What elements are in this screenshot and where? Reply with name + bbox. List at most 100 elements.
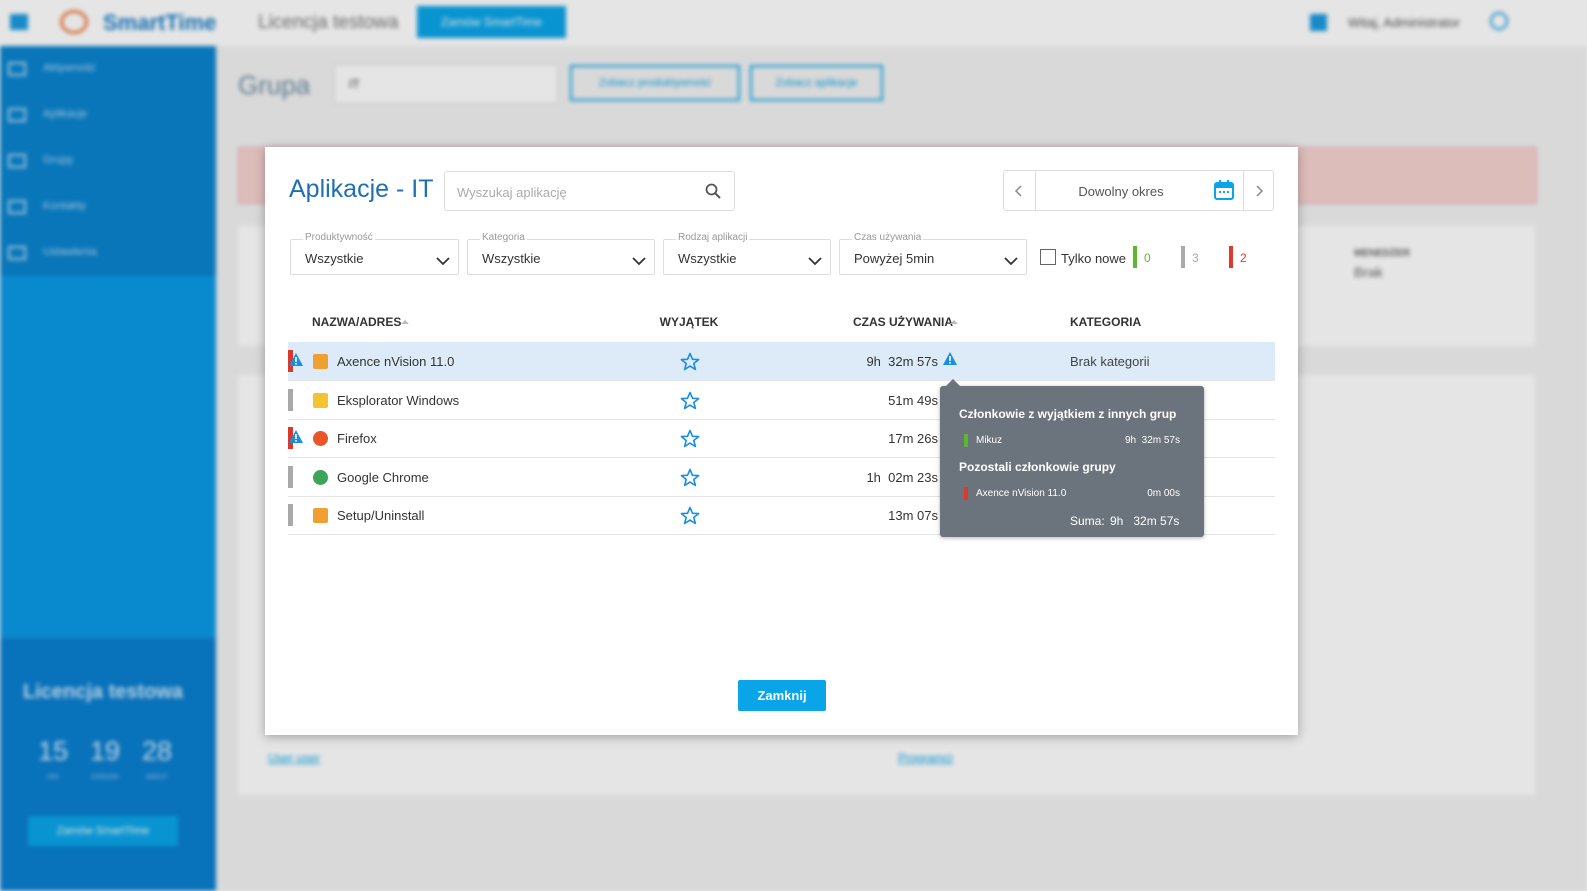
- menu-icon: [10, 14, 28, 30]
- filter-label: Rodzaj aplikacji: [676, 232, 750, 243]
- link[interactable]: User user: [268, 751, 321, 765]
- group-bar: Grupa IT Zobacz produktywność Zobacz apl…: [216, 46, 1587, 126]
- nav-item[interactable]: Aplikacje: [43, 108, 88, 120]
- usage-time: 51m 49s: [888, 392, 938, 408]
- warning-icon-shape: [289, 353, 303, 366]
- filter-label: Produktywność: [303, 232, 375, 243]
- row-marker: [288, 427, 293, 450]
- nav-icon: [8, 154, 26, 168]
- countdown-value: 19: [89, 736, 121, 766]
- modal: Aplikacje - IT Wyszukaj aplikację Dowoln…: [265, 147, 1298, 735]
- app-name: Firefox: [337, 431, 377, 447]
- order-button[interactable]: Zamów SmartTime: [28, 816, 178, 846]
- row-marker: [288, 465, 293, 488]
- link[interactable]: Programci: [898, 751, 953, 765]
- filter-select[interactable]: Produktywność Wszystkie: [290, 232, 459, 275]
- apps-button[interactable]: Zobacz aplikacje: [750, 65, 883, 101]
- table-row[interactable]: Axence nVision 11.0 9h 32m 57s Brak katego…: [288, 342, 1275, 381]
- sort-icon: [401, 320, 409, 324]
- app-icon: [313, 469, 328, 485]
- exception-star[interactable]: [680, 391, 700, 415]
- filter-label: Kategoria: [480, 232, 527, 243]
- count-value: 2: [1240, 251, 1247, 265]
- category: Brak kategorii: [1070, 354, 1150, 369]
- search-placeholder: Wyszukaj aplikację: [457, 185, 567, 200]
- dropdown-arrow-shape: [632, 257, 646, 266]
- usage-time: 9h 32m 57s: [866, 354, 938, 369]
- filter-select[interactable]: Rodzaj aplikacji Wszystkie: [663, 232, 831, 275]
- app-icon: [313, 508, 328, 524]
- group-label: Grupa: [238, 70, 311, 100]
- column-header[interactable]: WYJĄTEK: [659, 315, 719, 329]
- count-bar: [1181, 246, 1185, 268]
- app-name: Eksplorator Windows: [337, 392, 460, 408]
- divider: [1243, 171, 1244, 210]
- member-time: 9h 32m 57s: [1124, 435, 1180, 446]
- productivity-button[interactable]: Zobacz produktywność: [570, 65, 740, 101]
- tooltip: Członkowie z wyjątkiem z innych grup Poz…: [940, 379, 1204, 537]
- nav-icon: [8, 108, 26, 122]
- search-icon: [705, 183, 721, 199]
- count-value: 0: [1144, 251, 1151, 265]
- nav-item[interactable]: Ustawienia: [43, 246, 97, 258]
- column-header[interactable]: CZAS UŻYWANIA: [853, 315, 953, 329]
- tooltip-sum-value: 9h 32m 57s: [1110, 514, 1180, 528]
- order-button[interactable]: Zamów SmartTime: [417, 6, 566, 38]
- app-icon: [313, 354, 328, 369]
- count-bar: [1229, 246, 1233, 268]
- time-warning-icon[interactable]: [942, 351, 958, 372]
- dropdown-arrow-shape: [1004, 257, 1018, 266]
- nav-item[interactable]: Aktywność: [43, 62, 96, 74]
- manager-label: MENEDŻER: [1354, 248, 1411, 259]
- dropdown-arrow: [808, 253, 822, 271]
- exception-star-shape: [680, 391, 700, 409]
- next-arrow[interactable]: [1254, 185, 1264, 197]
- prev-arrow[interactable]: [1014, 185, 1024, 197]
- filter-value: Powyżej 5min: [854, 251, 935, 266]
- exception-star[interactable]: [680, 506, 700, 530]
- exception-star-shape: [680, 507, 700, 525]
- license-label: Licencja testowa: [258, 12, 399, 33]
- group-select[interactable]: IT: [334, 64, 558, 104]
- tooltip-heading: Pozostali członkowie grupy: [959, 460, 1116, 474]
- usage-time: 13m 07s: [888, 508, 938, 524]
- filter-select[interactable]: Czas używania Powyżej 5min: [839, 232, 1027, 275]
- close-button[interactable]: Zamknij: [738, 680, 826, 711]
- search-box[interactable]: Wyszukaj aplikację: [444, 171, 735, 211]
- column-header[interactable]: NAZWA/ADRES: [312, 315, 402, 329]
- row-marker: [288, 350, 293, 372]
- countdown-unit: MINUT: [145, 774, 169, 781]
- dropdown-arrow: [1004, 253, 1018, 271]
- exception-star[interactable]: [680, 468, 700, 492]
- countdown-value: 28: [141, 736, 173, 766]
- grid-icon: [1310, 14, 1327, 31]
- date-picker[interactable]: Dowolny okres: [1003, 170, 1274, 211]
- filter-select[interactable]: Kategoria Wszystkie: [467, 232, 655, 275]
- nav-icon: [8, 62, 26, 76]
- dropdown-arrow-shape: [436, 257, 450, 266]
- exception-star[interactable]: [680, 352, 700, 376]
- member-marker: [964, 487, 968, 500]
- time-warning-icon-shape: [943, 352, 957, 365]
- tooltip-sum-label: Suma:: [1070, 514, 1105, 528]
- only-new-label: Tylko nowe: [1061, 251, 1127, 266]
- exception-star-shape: [680, 468, 700, 487]
- member-name: Axence nVision 11.0: [976, 488, 1067, 499]
- column-header[interactable]: KATEGORIA: [1070, 315, 1142, 329]
- nav-item[interactable]: Kontakty: [43, 200, 86, 212]
- filter-value: Wszystkie: [305, 251, 364, 266]
- sidebar: Licencja testowa Zamów SmartTime Aktywno…: [0, 46, 216, 891]
- nav-icon: [8, 246, 26, 260]
- nav-item[interactable]: Grupy: [43, 154, 73, 166]
- only-new-checkbox[interactable]: [1040, 249, 1056, 265]
- count-bar: [1133, 246, 1137, 268]
- row-marker: [288, 504, 293, 527]
- calendar-icon[interactable]: [1214, 180, 1234, 200]
- member-marker: [964, 434, 968, 447]
- nav-block: [0, 46, 216, 276]
- countdown-unit: DNI: [46, 774, 60, 781]
- count-value: 3: [1192, 251, 1199, 265]
- exception-star[interactable]: [680, 429, 700, 453]
- license-block: [0, 638, 216, 891]
